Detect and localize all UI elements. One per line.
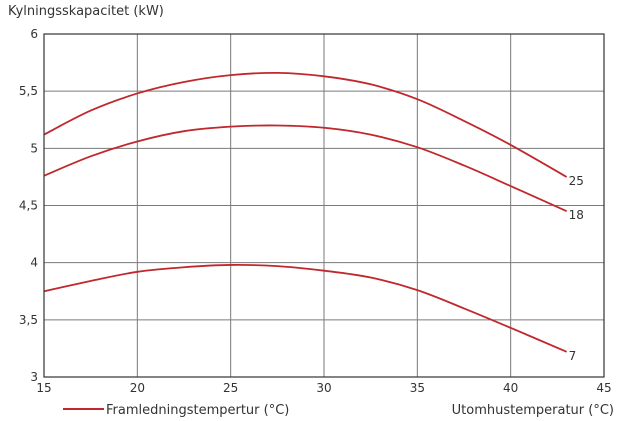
x-tick-label: 25 (223, 381, 238, 395)
y-tick-label: 5,5 (19, 84, 38, 98)
x-tick-label: 45 (596, 381, 611, 395)
x-tick-label: 20 (130, 381, 145, 395)
x-tick-label: 15 (36, 381, 51, 395)
y-tick-label: 3 (30, 370, 38, 384)
x-tick-label: 30 (316, 381, 331, 395)
y-tick-label: 4,5 (19, 199, 38, 213)
series-line-18 (43, 124, 568, 213)
legend-label: Framledningstempertur (°C) (106, 403, 289, 418)
series-label-18: 18 (569, 208, 584, 222)
x-tick-label: 40 (503, 381, 518, 395)
plot-frame (43, 33, 605, 378)
x-axis-title: Utomhustemperatur (°C) (452, 403, 614, 418)
series-label-7: 7 (569, 349, 577, 363)
y-axis-title: Kylningsskapacitet (kW) (8, 4, 164, 19)
legend: Framledningstempertur (°C) (63, 403, 289, 418)
series-line-25 (43, 71, 568, 178)
series-lines (43, 71, 568, 353)
y-tick-label: 6 (30, 27, 38, 41)
series-labels: 25 18 7 (569, 174, 584, 363)
series-label-25: 25 (569, 174, 584, 188)
series-line-7 (43, 264, 568, 353)
y-tick-label: 4 (30, 256, 38, 270)
y-tick-label: 5 (30, 141, 38, 155)
x-tick-label: 35 (410, 381, 425, 395)
axes: 15 20 25 30 35 40 45 3 3,5 4 4,5 5 5,5 6 (19, 27, 612, 395)
y-tick-label: 3,5 (19, 313, 38, 327)
grid (44, 34, 604, 377)
